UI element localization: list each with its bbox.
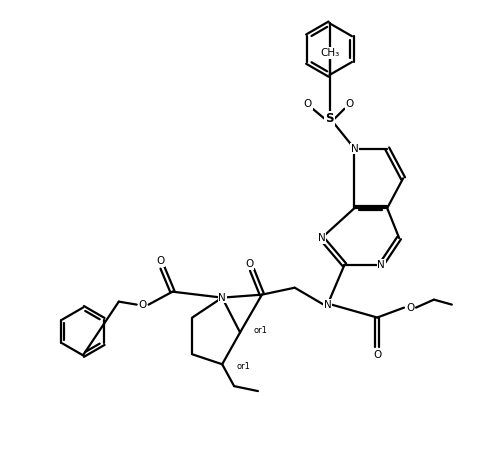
Text: O: O	[156, 256, 164, 266]
Text: O: O	[303, 99, 312, 109]
Text: N: N	[323, 300, 331, 310]
Text: N: N	[377, 260, 385, 270]
Text: O: O	[406, 302, 414, 312]
Text: or1: or1	[236, 362, 250, 371]
Text: O: O	[345, 99, 354, 109]
Text: N: N	[218, 292, 226, 302]
Text: or1: or1	[254, 326, 268, 335]
Text: O: O	[373, 350, 381, 360]
Text: N: N	[318, 233, 325, 243]
Text: CH₃: CH₃	[320, 48, 339, 58]
Text: O: O	[245, 259, 253, 269]
Text: S: S	[325, 112, 334, 125]
Text: N: N	[351, 144, 358, 154]
Text: O: O	[138, 300, 147, 310]
